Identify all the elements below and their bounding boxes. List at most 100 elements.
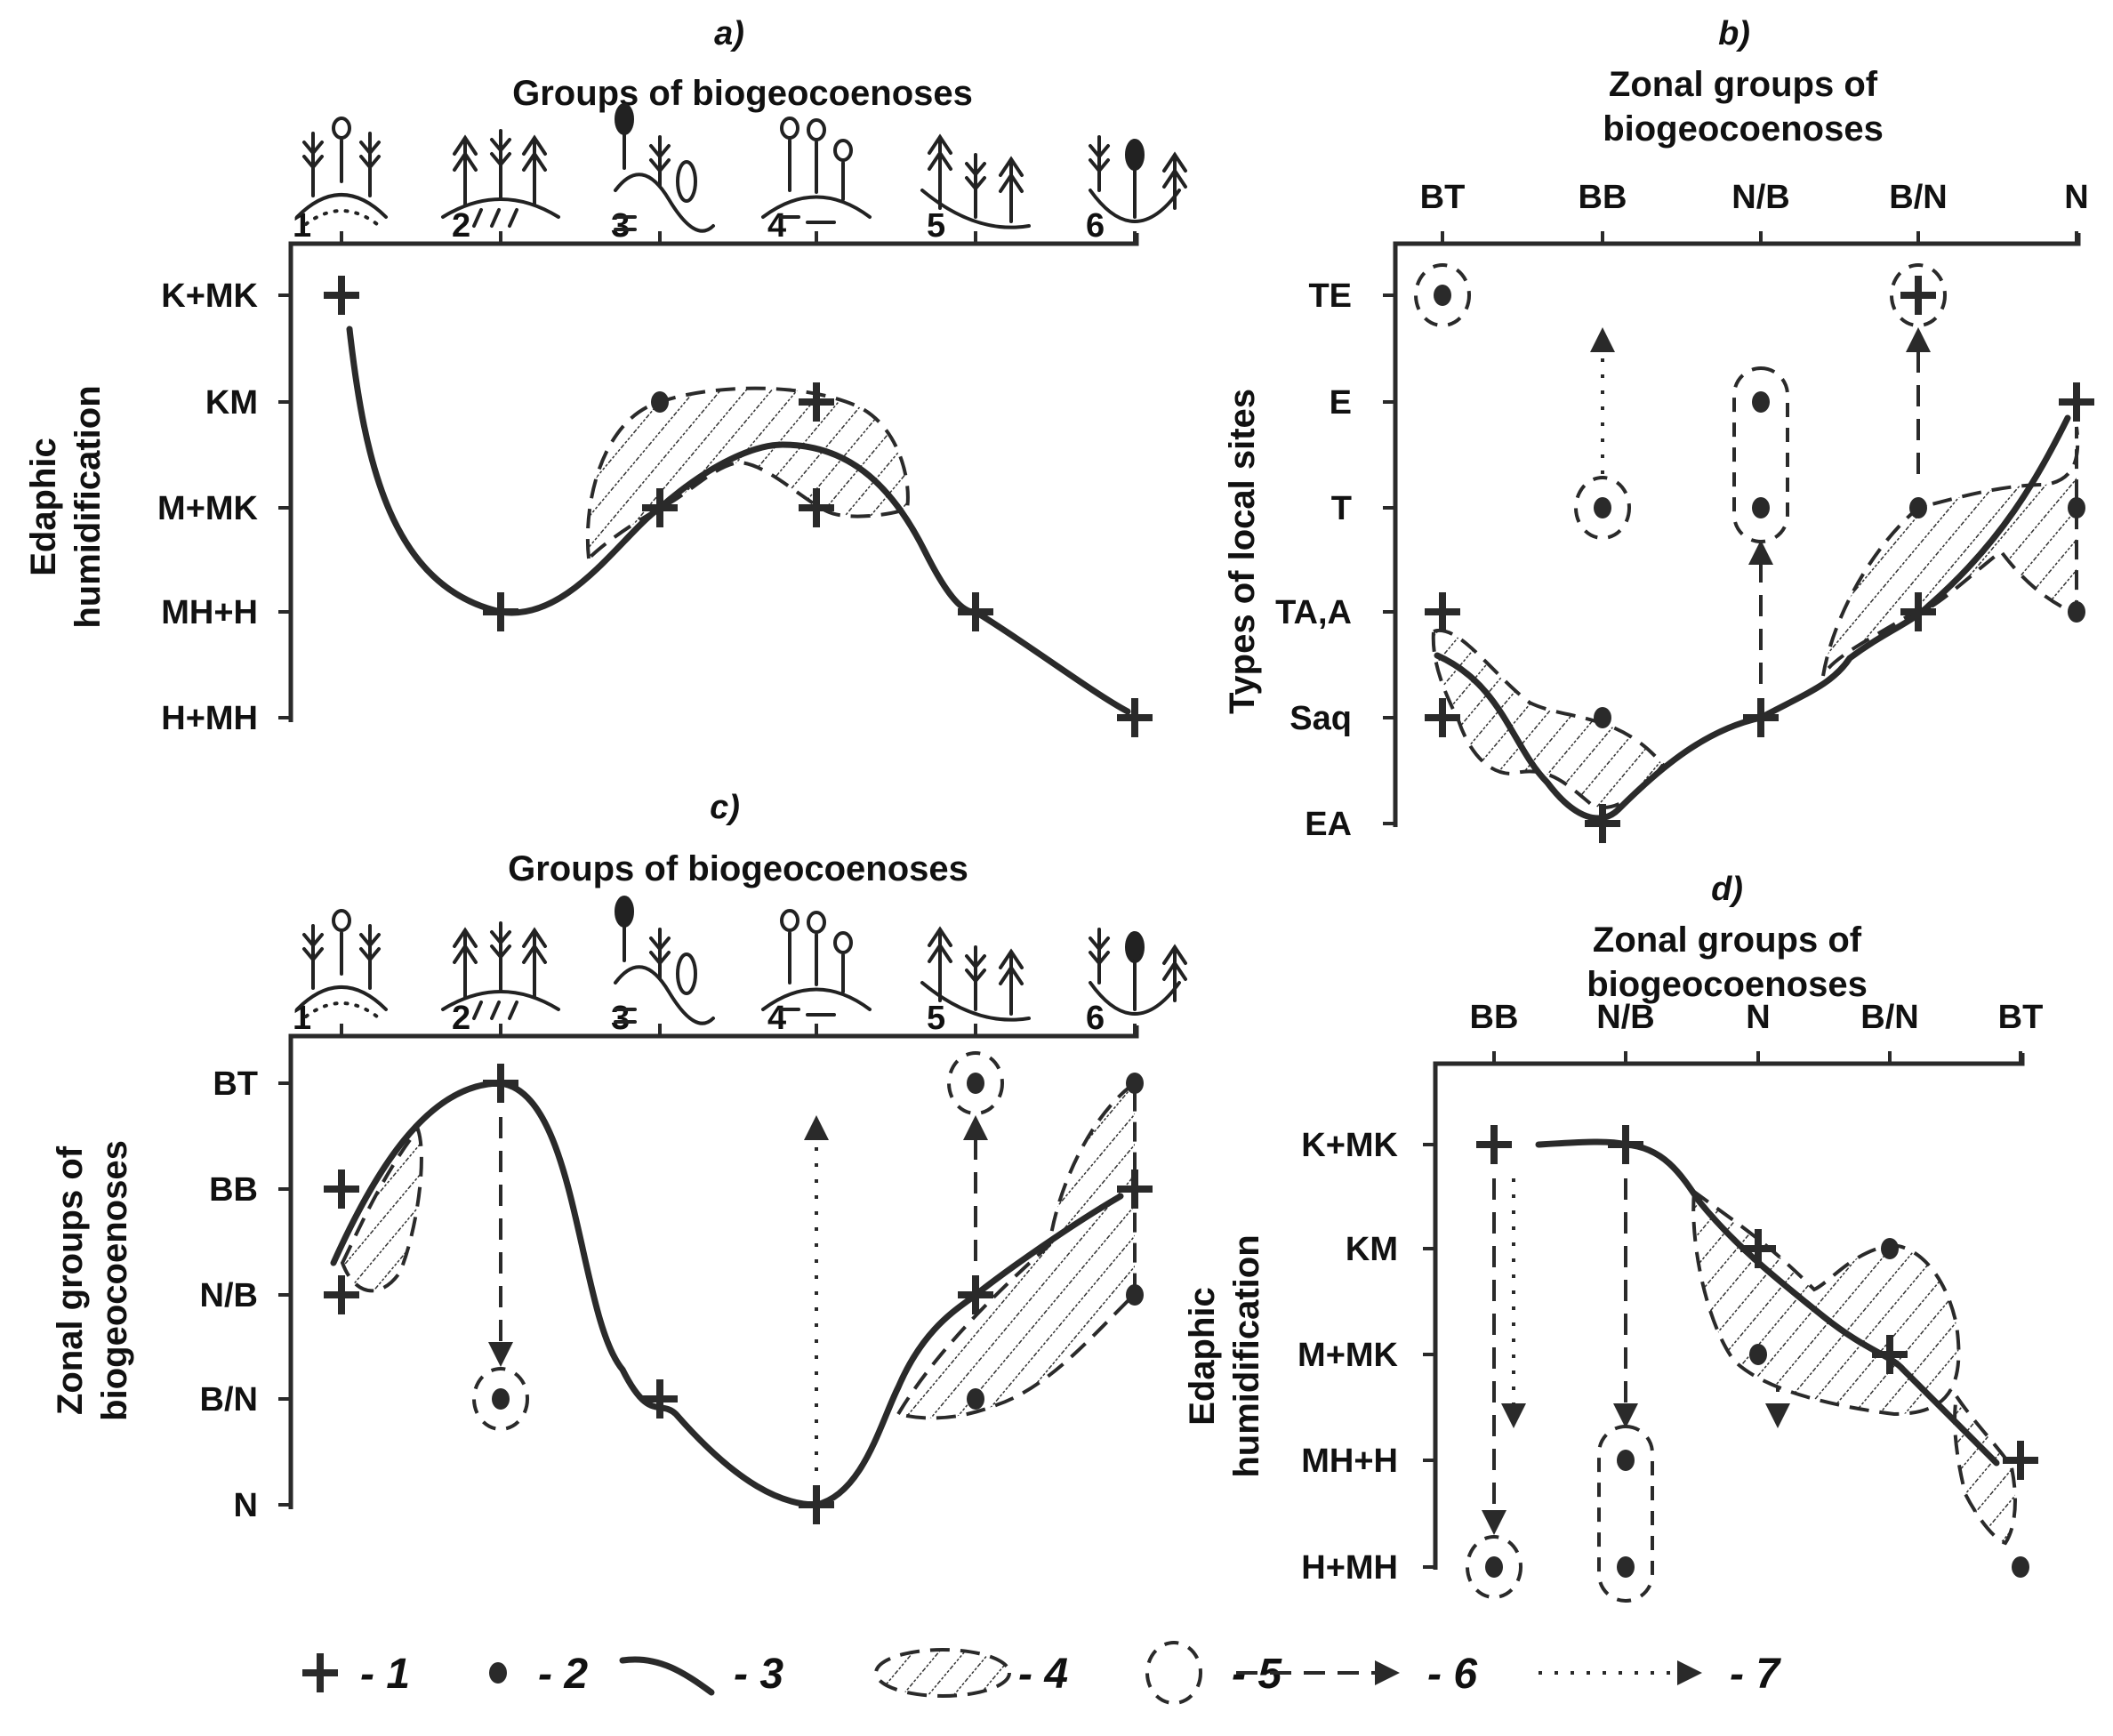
- panel-d-ylabel: Edaphic humidification: [1183, 1234, 1266, 1477]
- dot-marker: [967, 1388, 984, 1410]
- x-tick-label: 6: [1086, 1000, 1105, 1037]
- panel-d-title-line2: biogeocoenoses: [1587, 965, 1868, 1004]
- y-tick-label: TA,A: [1275, 594, 1352, 631]
- landscape-icon-6: [1089, 928, 1187, 1016]
- y-tick-label: EA: [1305, 806, 1352, 843]
- soil-hatch: [472, 1001, 518, 1020]
- x-tick-label: 5: [927, 207, 945, 245]
- hill-icon: [761, 987, 872, 1011]
- y-tick-label: M+MK: [1298, 1337, 1399, 1374]
- plus-marker: [2003, 1441, 2038, 1480]
- deciduous-tree-icon: [332, 117, 351, 140]
- plus-marker: [1585, 804, 1620, 843]
- depression-icon: [1089, 189, 1181, 223]
- legend-item-1: - 1: [302, 1651, 410, 1698]
- panel-d-xticks: BB N/B N B/N BT: [1470, 999, 2044, 1064]
- panel-a-icons: [295, 103, 1187, 233]
- fir-tree-icon: [965, 945, 986, 1011]
- panel-d-label: d): [1711, 871, 1743, 908]
- dot-marker: [1594, 497, 1611, 518]
- fir-tree-icon: [649, 928, 671, 980]
- landscape-icon-2: [441, 921, 560, 1020]
- y-tick-label: MH+H: [1301, 1443, 1398, 1480]
- panel-c: c) Groups of biogeocoenoses Zonal groups…: [51, 789, 1187, 1524]
- legend-plus-icon: [302, 1653, 338, 1692]
- y-tick-label: M+MK: [157, 490, 259, 527]
- x-tick-label: N/B: [1731, 179, 1789, 216]
- legend-item-2: - 2: [489, 1651, 588, 1698]
- slope-icon: [614, 965, 715, 1025]
- panel-a-marks: [324, 276, 1153, 737]
- x-tick-label: 2: [452, 207, 470, 245]
- plus-marker: [799, 1485, 834, 1524]
- fir-tree-icon: [490, 921, 511, 992]
- landscape-icon-6: [1089, 135, 1187, 223]
- y-tick-label: H+MH: [161, 700, 258, 737]
- legend-label: - 1: [360, 1651, 410, 1698]
- legend-label: - 7: [1730, 1651, 1781, 1698]
- panel-a-label: a): [714, 15, 744, 52]
- plus-marker: [1608, 1125, 1643, 1164]
- legend-label: - 4: [1018, 1651, 1068, 1698]
- legend-label: - 2: [538, 1651, 588, 1698]
- dot-marker: [967, 1073, 984, 1094]
- dot-marker: [1752, 497, 1770, 518]
- landscape-icon-5: [920, 133, 1031, 229]
- deciduous-tree-icon: [780, 117, 799, 140]
- legend-label: - 6: [1427, 1651, 1477, 1698]
- fir-tree-icon: [302, 132, 324, 197]
- water-lines: [614, 1008, 637, 1024]
- y-tick-label: N: [234, 1487, 258, 1524]
- legend-item-6: - 6: [1236, 1651, 1477, 1698]
- deciduous-tree-icon: [807, 911, 826, 934]
- legend: - 1 - 2 - 3 - 4 - 5 - 6 - 7: [302, 1641, 1781, 1705]
- panel-d-zone-main: [1691, 1188, 1961, 1417]
- dashed-ring: [472, 1367, 529, 1431]
- x-tick-label: 3: [611, 1000, 630, 1037]
- fir-tree-icon: [302, 924, 324, 990]
- deciduous-tree-icon: [1125, 139, 1145, 171]
- fir-tree-icon: [490, 129, 511, 199]
- x-tick-label: N: [2064, 179, 2088, 216]
- spruce-tree-icon: [928, 926, 952, 1002]
- y-tick-label: TE: [1308, 277, 1352, 315]
- deciduous-tree-icon: [615, 896, 634, 928]
- dashed-ring: [1145, 1641, 1202, 1705]
- deciduous-tree-icon: [833, 931, 853, 954]
- dot-marker: [492, 1388, 510, 1410]
- spruce-tree-icon: [928, 133, 952, 210]
- legend-item-4: - 4: [874, 1648, 1068, 1698]
- spruce-tree-icon: [453, 134, 478, 206]
- panel-b-title-line2: biogeocoenoses: [1603, 109, 1884, 149]
- spruce-tree-icon: [1162, 151, 1187, 210]
- soil-dots: [304, 1001, 379, 1018]
- panel-a-axes: [288, 233, 1139, 722]
- y-tick-label: K+MK: [1301, 1127, 1398, 1164]
- panel-c-zone-left: [340, 1125, 423, 1293]
- deciduous-tree-icon: [1125, 931, 1145, 963]
- panel-b-label: b): [1718, 15, 1750, 52]
- water-lines: [614, 215, 637, 231]
- fir-tree-icon: [359, 132, 381, 197]
- deciduous-tree-icon: [833, 139, 853, 162]
- plus-marker: [324, 276, 359, 315]
- spruce-tree-icon: [1162, 944, 1187, 1002]
- plus-marker: [1476, 1125, 1512, 1164]
- x-tick-label: BT: [1998, 999, 2044, 1036]
- dot-marker: [1126, 1284, 1144, 1306]
- dot-marker: [1126, 1073, 1144, 1094]
- dot-marker: [1749, 1344, 1767, 1365]
- plus-marker: [1900, 592, 1936, 631]
- dot-marker: [651, 391, 669, 413]
- deciduous-tree-icon: [332, 909, 351, 932]
- panel-b-curve: [1434, 414, 2071, 822]
- y-tick-label: H+MH: [1301, 1549, 1398, 1587]
- dot-marker: [1485, 1556, 1503, 1578]
- y-tick-label: K+MK: [161, 277, 258, 315]
- plus-marker: [1743, 698, 1779, 737]
- dashed-capsule: [1597, 1425, 1654, 1603]
- fir-tree-icon: [1089, 928, 1110, 985]
- plus-marker: [1425, 698, 1460, 737]
- panel-b-zone-right: [1821, 426, 2080, 677]
